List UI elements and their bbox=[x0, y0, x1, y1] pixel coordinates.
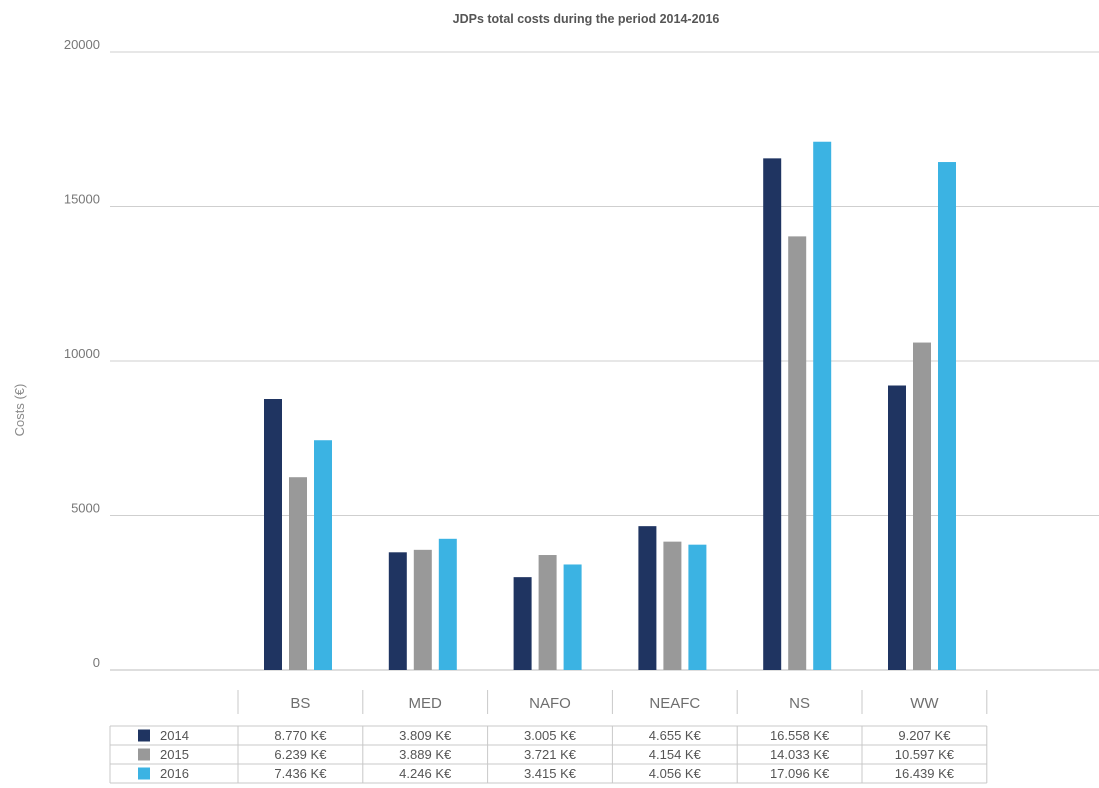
bar-ns-2014 bbox=[763, 158, 782, 671]
y-tick-label: 10000 bbox=[64, 346, 100, 361]
x-tick-label: NS bbox=[789, 695, 810, 712]
table-cell: 8.770 K€ bbox=[274, 728, 327, 743]
bar-neafc-2014 bbox=[638, 526, 657, 670]
x-tick-label: NEAFC bbox=[649, 695, 700, 712]
legend-swatch-2016 bbox=[138, 767, 150, 780]
bar-ns-2016 bbox=[813, 141, 832, 671]
bars bbox=[264, 141, 956, 671]
y-tick-label: 5000 bbox=[71, 501, 100, 516]
bar-nafo-2014 bbox=[513, 577, 532, 670]
table-cell: 16.439 K€ bbox=[895, 766, 955, 781]
y-axis-label: Costs (€) bbox=[12, 384, 27, 437]
table-cell: 4.246 K€ bbox=[399, 766, 452, 781]
y-tick-label: 20000 bbox=[64, 37, 100, 52]
table-cell: 3.889 K€ bbox=[399, 747, 452, 762]
table-cell: 3.415 K€ bbox=[524, 766, 577, 781]
y-tick-label: 15000 bbox=[64, 192, 100, 207]
y-tick-label: 0 bbox=[93, 655, 100, 670]
table-cell: 4.154 K€ bbox=[649, 747, 702, 762]
x-tick-label: NAFO bbox=[529, 695, 571, 712]
y-axis-ticks: 0 5000 10000 15000 20000 bbox=[64, 37, 100, 670]
bar-nafo-2015 bbox=[538, 555, 557, 670]
data-table: BS MED NAFO NEAFC NS WW 2014 8.770 K€ 3.809 K€ 3.… bbox=[109, 690, 988, 784]
bar-ww-2014 bbox=[888, 385, 906, 670]
table-cell: 16.558 K€ bbox=[770, 728, 830, 743]
bar-neafc-2015 bbox=[663, 541, 682, 670]
bar-neafc-2016 bbox=[688, 544, 707, 670]
legend-label: 2015 bbox=[160, 747, 189, 762]
table-cell: 9.207 K€ bbox=[898, 728, 951, 743]
table-cell: 4.056 K€ bbox=[649, 766, 702, 781]
legend-label: 2014 bbox=[160, 728, 189, 743]
bar-med-2014 bbox=[388, 552, 407, 670]
bar-bs-2014 bbox=[264, 399, 282, 670]
bar-ns-2015 bbox=[788, 236, 807, 670]
bar-nafo-2016 bbox=[563, 564, 582, 670]
table-cell: 17.096 K€ bbox=[770, 766, 830, 781]
bar-med-2016 bbox=[438, 538, 457, 670]
legend-label: 2016 bbox=[160, 766, 189, 781]
table-cell: 10.597 K€ bbox=[895, 747, 955, 762]
bar-ww-2016 bbox=[938, 162, 956, 670]
table-cell: 7.436 K€ bbox=[274, 766, 327, 781]
bar-med-2015 bbox=[413, 549, 432, 670]
x-tick-label: WW bbox=[910, 695, 939, 712]
table-cell: 3.809 K€ bbox=[399, 728, 452, 743]
table-cell: 14.033 K€ bbox=[770, 747, 830, 762]
bar-bs-2016 bbox=[314, 440, 332, 670]
table-cell: 3.005 K€ bbox=[524, 728, 577, 743]
bar-bs-2015 bbox=[289, 477, 307, 670]
chart-title: JDPs total costs during the period 2014-… bbox=[453, 12, 720, 26]
legend-swatch-2014 bbox=[138, 729, 150, 742]
table-cell: 4.655 K€ bbox=[649, 728, 702, 743]
x-tick-label: MED bbox=[409, 695, 443, 712]
table-cell: 6.239 K€ bbox=[274, 747, 327, 762]
legend-swatch-2015 bbox=[138, 748, 150, 761]
bar-ww-2015 bbox=[913, 342, 931, 670]
table-cell: 3.721 K€ bbox=[524, 747, 577, 762]
x-tick-label: BS bbox=[290, 695, 310, 712]
